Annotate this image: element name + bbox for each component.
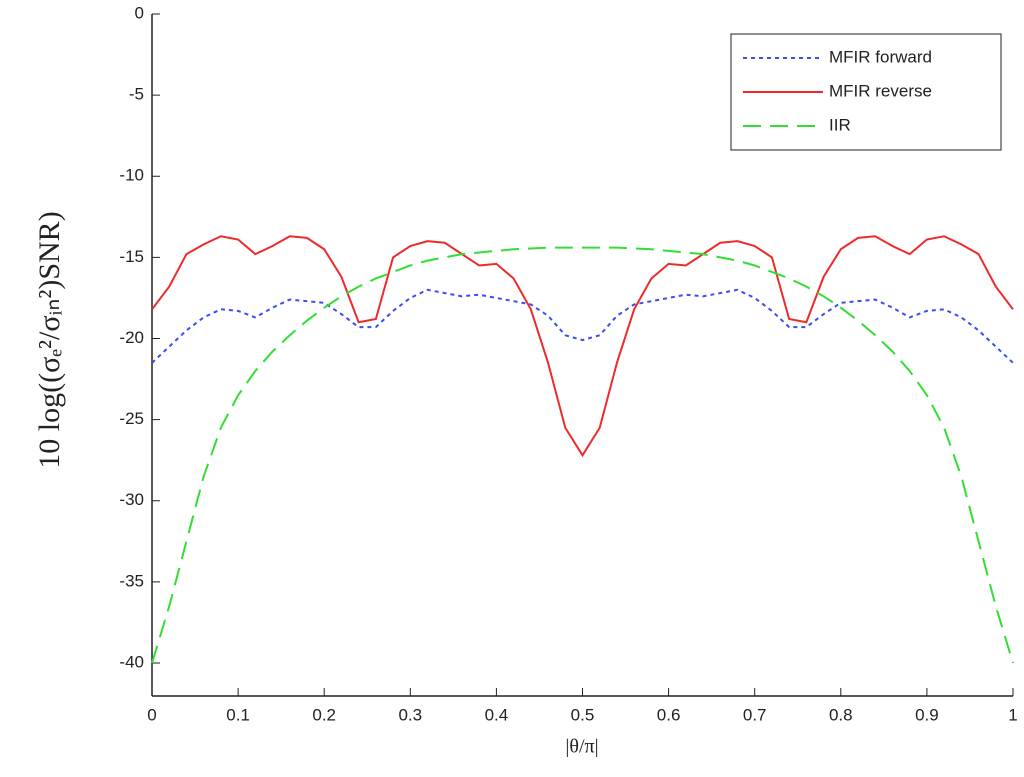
y-tick-label: -35: [119, 571, 144, 590]
x-axis-label: |θ/π|: [565, 736, 598, 758]
y-tick-label: 0: [135, 3, 144, 22]
x-tick-label: 0.8: [829, 705, 853, 724]
y-tick-label: -30: [119, 490, 144, 509]
legend-label: MFIR forward: [829, 47, 932, 66]
y-tick-label: -40: [119, 652, 144, 671]
y-tick-label: -25: [119, 409, 144, 428]
legend-label: IIR: [829, 115, 851, 134]
x-tick-label: 1: [1008, 705, 1017, 724]
y-tick-label: -15: [119, 247, 144, 266]
x-tick-label: 0.3: [398, 705, 422, 724]
series-line: [151, 246, 1014, 664]
legend-label: MFIR reverse: [829, 81, 932, 100]
series-line: [151, 288, 1014, 364]
x-tick-label: 0.2: [312, 705, 336, 724]
y-tick-label: -20: [119, 328, 144, 347]
y-tick-label: -5: [129, 85, 144, 104]
x-tick-label: 0.1: [226, 705, 250, 724]
y-axis-label: 10 log((σₑ²/σᵢₙ²)SNR): [33, 211, 66, 468]
y-tick-label: -10: [119, 166, 144, 185]
series-line: [151, 235, 1014, 458]
x-tick-label: 0.6: [657, 705, 681, 724]
x-tick-label: 0.7: [743, 705, 767, 724]
x-tick-label: 0: [147, 705, 156, 724]
x-tick-label: 0.4: [485, 705, 509, 724]
x-tick-label: 0.9: [915, 705, 939, 724]
x-tick-label: 0.5: [571, 705, 595, 724]
